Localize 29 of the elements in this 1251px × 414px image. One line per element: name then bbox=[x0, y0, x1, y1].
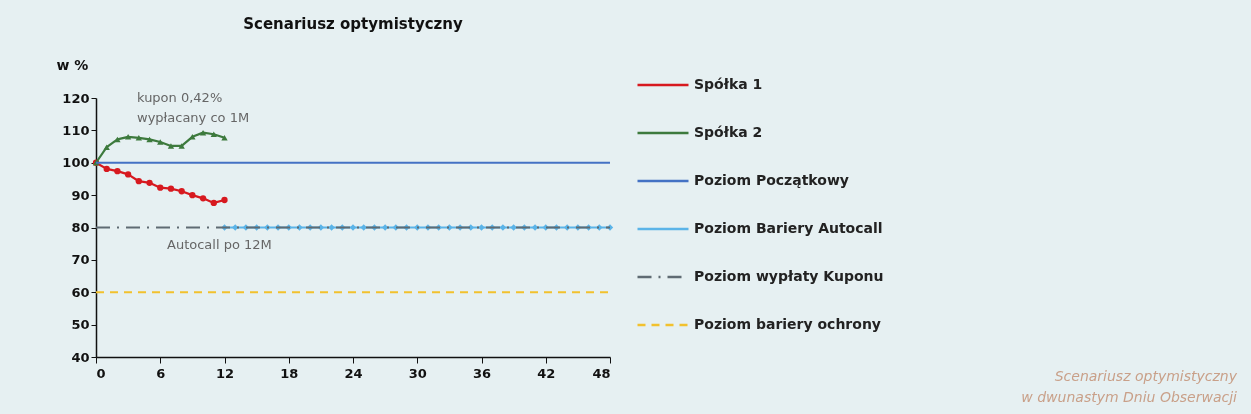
legend-label: Poziom Bariery Autocall bbox=[694, 220, 883, 236]
chart-title: Scenariusz optymistyczny bbox=[243, 15, 463, 33]
y-tick-label: 60 bbox=[71, 284, 90, 300]
x-tick-label: 36 bbox=[472, 365, 492, 381]
legend-label: Spółka 1 bbox=[694, 76, 763, 92]
x-tick-label: 42 bbox=[537, 365, 556, 381]
y-axis-title: w % bbox=[56, 56, 89, 73]
x-tick-label: 18 bbox=[280, 365, 299, 381]
y-tick-label: 40 bbox=[71, 349, 90, 365]
x-tick-label: 48 bbox=[592, 365, 611, 381]
legend-label: Poziom wypłaty Kuponu bbox=[694, 268, 884, 284]
y-tick-label: 120 bbox=[62, 90, 90, 106]
y-tick-label: 100 bbox=[62, 155, 90, 171]
legend-label: Poziom bariery ochrony bbox=[694, 316, 881, 332]
y-tick-label: 80 bbox=[71, 220, 90, 235]
annotation: kupon 0,42% wypłacany co 1M bbox=[137, 89, 250, 127]
y-tick-label: 90 bbox=[71, 187, 90, 203]
y-tick-label: 70 bbox=[71, 252, 90, 268]
legend-label: Spółka 2 bbox=[694, 124, 763, 140]
x-tick-label: 30 bbox=[408, 365, 427, 381]
y-tick-label: 50 bbox=[71, 317, 90, 333]
x-tick-label: 0 bbox=[96, 365, 106, 381]
x-tick-label: 6 bbox=[156, 365, 166, 381]
y-tick-label: 110 bbox=[62, 122, 90, 138]
annotation: Autocall po 12M bbox=[167, 236, 272, 254]
x-tick-label: 24 bbox=[344, 365, 363, 381]
text: Scenariusz optymistyczny w dwunastym Dniu Obserwacji bbox=[1021, 367, 1237, 407]
x-tick-label: 12 bbox=[215, 365, 235, 381]
legend-label: Poziom Początkowy bbox=[694, 172, 849, 188]
